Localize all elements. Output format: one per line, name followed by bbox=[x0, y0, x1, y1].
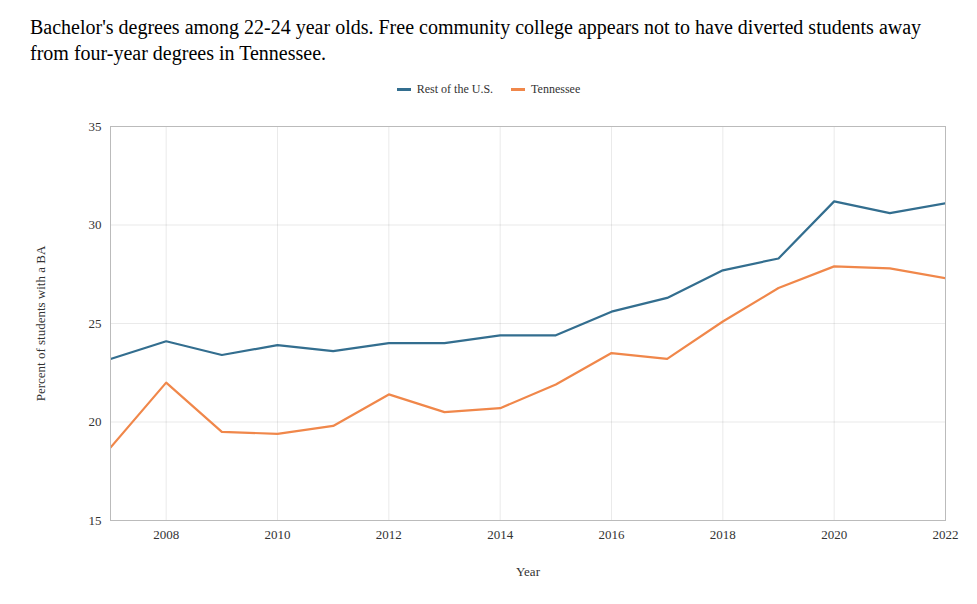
svg-text:2018: 2018 bbox=[710, 527, 736, 542]
svg-text:Percent of students with a BA: Percent of students with a BA bbox=[33, 245, 48, 401]
html-text:Bachelor's degrees among 22-24: Bachelor's degrees among 22-24 year olds… bbox=[30, 16, 922, 64]
html-text:Rest of the U.S.: Rest of the U.S. bbox=[416, 81, 494, 96]
svg-text:2014: 2014 bbox=[487, 527, 513, 542]
html-text:Tennessee: Tennessee bbox=[531, 81, 581, 96]
svg-text:2020: 2020 bbox=[821, 527, 847, 542]
svg-text:2010: 2010 bbox=[265, 527, 291, 542]
svg-text:Year: Year bbox=[516, 564, 541, 579]
svg-text:2016: 2016 bbox=[599, 527, 626, 542]
svg-text:2012: 2012 bbox=[376, 527, 402, 542]
svg-text:2022: 2022 bbox=[933, 527, 959, 542]
svg-text:15: 15 bbox=[89, 513, 102, 528]
svg-text:30: 30 bbox=[89, 217, 102, 232]
svg-text:25: 25 bbox=[89, 316, 102, 331]
svg-text:20: 20 bbox=[89, 414, 102, 429]
svg-text:35: 35 bbox=[89, 119, 102, 134]
svg-text:2008: 2008 bbox=[153, 527, 179, 542]
